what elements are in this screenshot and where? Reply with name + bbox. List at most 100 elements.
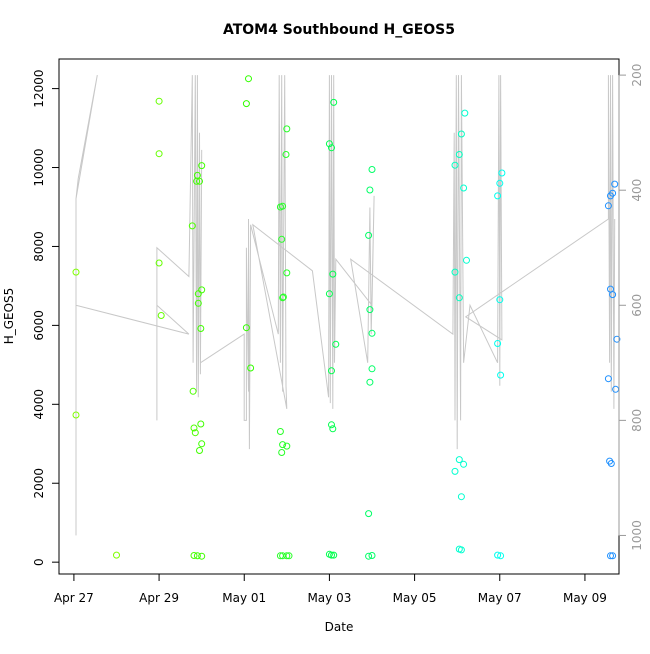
data-point <box>325 140 333 148</box>
data-point <box>198 440 206 448</box>
data-point <box>283 269 291 277</box>
data-point <box>198 162 206 170</box>
data-point <box>190 424 198 432</box>
data-point <box>191 429 199 437</box>
data-point <box>497 371 505 379</box>
y-axis-label: H_GEOS5 <box>2 288 16 345</box>
data-point <box>245 75 252 83</box>
data-point <box>279 441 287 449</box>
data-point <box>328 551 335 559</box>
data-point <box>193 171 201 179</box>
data-point <box>451 161 459 169</box>
data-point <box>194 299 202 307</box>
data-point <box>494 551 502 559</box>
data-point <box>457 493 465 501</box>
x-tick-label: May 09 <box>563 591 607 605</box>
x-tick-label: May 07 <box>478 591 522 605</box>
data-point <box>198 552 206 560</box>
data-point <box>247 364 255 372</box>
data-point <box>613 335 621 343</box>
data-point <box>368 166 376 173</box>
data-point <box>328 421 335 429</box>
data-point <box>368 365 376 373</box>
data-point <box>283 552 291 560</box>
data-point <box>283 442 291 450</box>
x-tick-label: May 01 <box>222 591 266 605</box>
data-point <box>463 256 470 264</box>
y-tick-label: 0 <box>32 558 46 566</box>
data-point <box>283 125 291 133</box>
data-point <box>285 552 293 560</box>
x-axis-label: Date <box>325 620 354 634</box>
pressure-series-line <box>75 75 616 536</box>
data-point <box>194 290 202 298</box>
data-point <box>460 184 468 192</box>
chart-title: ATOM4 Southbound H_GEOS5 <box>223 22 455 38</box>
data-point <box>193 552 201 560</box>
y2-tick-label: 200 <box>630 64 644 87</box>
data-point <box>242 324 250 332</box>
data-point <box>325 290 333 298</box>
data-point <box>611 180 619 188</box>
data-point <box>155 259 163 267</box>
data-point <box>155 97 163 105</box>
data-point <box>457 546 465 554</box>
data-point <box>497 552 505 560</box>
x-axis: Apr 27 Apr 29 May 01 May 03 May 05 May 07 May … <box>54 573 607 605</box>
y-tick-label: 12000 <box>32 70 46 108</box>
data-point <box>330 551 338 559</box>
y2-tick-label: 1000 <box>630 520 644 551</box>
data-point <box>188 222 196 230</box>
data-point <box>155 150 163 158</box>
y-tick-label: 6000 <box>32 310 46 341</box>
data-point <box>451 467 459 475</box>
data-point <box>189 387 197 395</box>
data-point <box>198 286 206 294</box>
data-point <box>609 189 617 197</box>
data-point <box>328 367 335 375</box>
data-point <box>366 306 374 314</box>
data-point <box>494 340 502 347</box>
data-point <box>461 109 469 117</box>
data-point <box>196 447 203 454</box>
y-tick-label: 4000 <box>32 389 46 420</box>
data-point <box>451 268 459 276</box>
data-point <box>496 179 504 187</box>
data-point <box>282 151 290 158</box>
data-point <box>498 169 506 177</box>
x-tick-label: May 03 <box>307 591 351 605</box>
pressure-line-layer <box>75 75 616 536</box>
data-point <box>279 202 287 210</box>
y2-tick-label: 600 <box>630 294 644 317</box>
data-point <box>365 552 373 560</box>
data-point <box>460 460 468 468</box>
points-layer <box>72 75 621 560</box>
plot-frame <box>58 58 620 575</box>
y2-tick-label: 400 <box>630 179 644 202</box>
data-point <box>197 420 205 428</box>
data-point <box>332 340 340 348</box>
data-point <box>329 425 337 433</box>
data-point <box>113 551 120 559</box>
data-point <box>496 296 504 304</box>
x-tick-label: May 05 <box>393 591 437 605</box>
y-tick-label: 2000 <box>32 468 46 499</box>
data-point <box>329 270 337 278</box>
data-point <box>279 294 287 302</box>
data-point <box>72 411 80 419</box>
data-point <box>276 428 284 435</box>
data-point <box>279 293 287 301</box>
data-point <box>365 231 373 239</box>
y-tick-label: 8000 <box>32 231 46 262</box>
data-point <box>366 378 374 386</box>
data-point <box>604 375 612 383</box>
data-point <box>455 294 463 302</box>
data-point <box>609 552 617 560</box>
y-tick-label: 10000 <box>32 148 46 186</box>
data-point <box>242 100 250 108</box>
data-point <box>196 177 203 185</box>
data-point <box>609 291 617 299</box>
data-point <box>278 449 286 456</box>
